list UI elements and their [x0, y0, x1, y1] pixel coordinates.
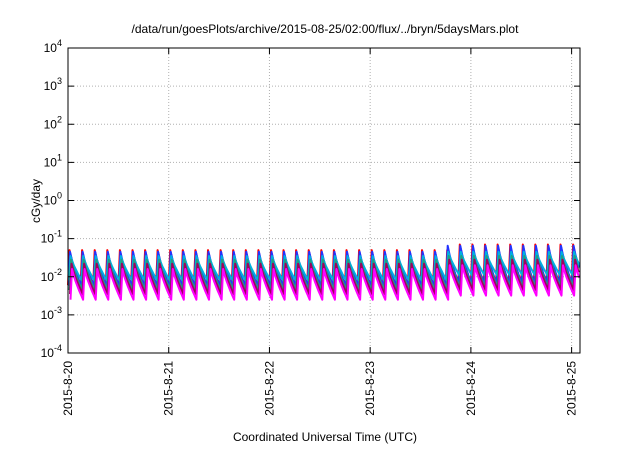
series-group: [67, 243, 581, 301]
y-tick-label: 10-1: [41, 229, 62, 246]
x-tick-label: 2015-8-23: [363, 361, 377, 416]
series-line: [69, 264, 581, 301]
x-tick-label: 2015-8-20: [61, 361, 75, 416]
y-tick-label: 102: [44, 114, 62, 131]
y-tick-label: 101: [44, 152, 62, 169]
x-tick-label: 2015-8-25: [565, 361, 579, 416]
y-tick-label: 104: [44, 38, 62, 55]
chart-title: /data/run/goesPlots/archive/2015-08-25/0…: [132, 22, 520, 36]
series-line: [68, 250, 581, 282]
x-tick-label: 2015-8-21: [162, 361, 176, 416]
x-tick-label: 2015-8-24: [464, 361, 478, 416]
y-tick-label: 10-3: [41, 305, 62, 322]
grid: [68, 48, 580, 353]
y-tick-label: 10-4: [41, 343, 62, 360]
y-tick-label: 10-2: [41, 267, 62, 284]
x-axis-label: Coordinated Universal Time (UTC): [233, 430, 417, 444]
y-tick-label: 100: [44, 191, 62, 208]
x-tick-label: 2015-8-22: [262, 361, 276, 416]
axes: 10-4 10-3 10-2 10-1 100 101 102 103 104 2015-8-20…: [41, 38, 581, 416]
y-tick-label: 103: [44, 76, 62, 93]
y-axis-label: cGy/day: [29, 179, 43, 223]
